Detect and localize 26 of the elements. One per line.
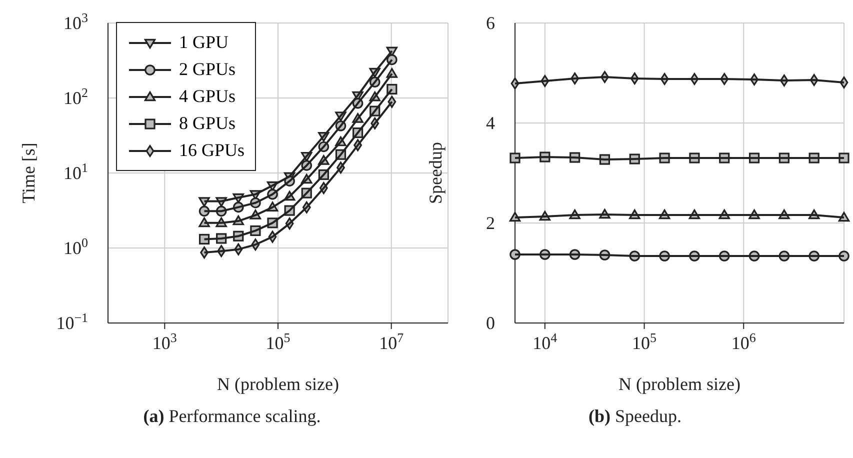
x-axis-title: N (problem size) xyxy=(618,374,740,394)
y-axis-title: Time [s] xyxy=(18,142,38,204)
y-tick-label: 4 xyxy=(486,113,495,133)
x-tick-label: 10$^{6}$ xyxy=(731,330,756,353)
x-tick-label: 10$^{5}$ xyxy=(632,330,657,353)
y-tick-label: 10$^{3}$ xyxy=(64,10,88,33)
y-tick-label: 10$^{2}$ xyxy=(64,84,88,108)
legend-label: 8 GPUs xyxy=(179,113,236,134)
x-axis-title: N (problem size) xyxy=(217,374,339,394)
y-tick-label: 6 xyxy=(486,13,495,33)
y-tick-label: 2 xyxy=(486,213,495,233)
x-tick-label: 10$^{4}$ xyxy=(532,330,558,353)
y-tick-label: 10$^{0}$ xyxy=(64,234,88,258)
legend-label: 2 GPUs xyxy=(179,59,236,80)
text: (b) Speedup. xyxy=(588,406,682,426)
x-tick-label: 10$^{3}$ xyxy=(152,330,177,353)
y-tick-label: 10$^{−1}$ xyxy=(56,310,88,333)
y-tick-label: 10$^{1}$ xyxy=(64,160,88,183)
legend-label: 16 GPUs xyxy=(179,140,245,161)
x-tick-label: 10$^{7}$ xyxy=(379,330,404,353)
legend-label: 4 GPUs xyxy=(179,86,236,107)
y-axis-title: Speedup xyxy=(425,142,446,204)
y-tick-label: 0 xyxy=(486,313,495,333)
x-tick-label: 10$^{5}$ xyxy=(266,330,290,353)
legend-label: 1 GPU xyxy=(179,32,229,53)
text: (a) Performance scaling. xyxy=(143,406,321,426)
